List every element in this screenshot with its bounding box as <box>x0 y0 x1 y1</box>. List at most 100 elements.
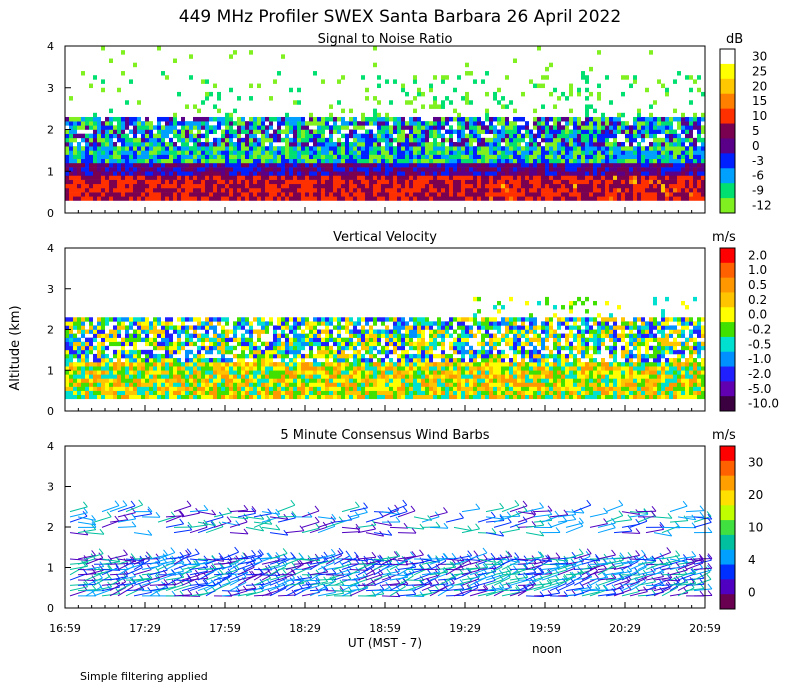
heatmap-cell <box>145 125 149 130</box>
heatmap-cell <box>697 125 701 130</box>
heatmap-cell <box>441 142 445 147</box>
heatmap-cell <box>229 187 233 193</box>
heatmap-cell <box>633 125 637 130</box>
heatmap-cell <box>601 187 605 193</box>
heatmap-cell <box>113 187 117 193</box>
heatmap-cell <box>81 341 85 347</box>
heatmap-cell <box>337 382 341 387</box>
heatmap-cell <box>641 137 645 143</box>
heatmap-cell <box>377 83 381 89</box>
heatmap-cell <box>193 370 197 375</box>
heatmap-cell <box>313 196 317 201</box>
heatmap-cell <box>281 317 285 322</box>
heatmap-cell <box>69 175 73 180</box>
heatmap-cell <box>249 329 253 334</box>
heatmap-cell <box>345 358 349 363</box>
heatmap-cell <box>201 386 205 391</box>
heatmap-cell <box>241 175 245 180</box>
heatmap-cell <box>453 146 457 151</box>
heatmap-cell <box>305 321 309 326</box>
velocity-image <box>65 296 705 400</box>
heatmap-cell <box>269 187 273 193</box>
heatmap-cell <box>409 382 413 387</box>
heatmap-cell <box>361 116 365 122</box>
heatmap-cell <box>85 162 89 168</box>
heatmap-cell <box>461 196 465 201</box>
heatmap-cell <box>573 183 577 189</box>
heatmap-cell <box>109 386 113 391</box>
heatmap-cell <box>677 192 681 197</box>
heatmap-cell <box>341 183 345 189</box>
heatmap-cell <box>293 341 297 347</box>
heatmap-cell <box>349 133 353 139</box>
heatmap-cell <box>169 158 173 164</box>
heatmap-cell <box>201 167 205 172</box>
heatmap-cell <box>385 121 389 126</box>
heatmap-cell <box>605 125 609 130</box>
heatmap-cell <box>173 142 177 147</box>
heatmap-cell <box>385 362 389 367</box>
heatmap-cell <box>333 317 337 322</box>
heatmap-cell <box>473 183 477 189</box>
heatmap-cell <box>293 378 297 383</box>
heatmap-cell <box>329 104 333 109</box>
heatmap-cell <box>209 337 213 343</box>
heatmap-cell <box>97 390 101 395</box>
heatmap-cell <box>185 349 189 355</box>
heatmap-cell <box>189 394 193 400</box>
heatmap-cell <box>633 175 637 180</box>
heatmap-cell <box>85 337 89 343</box>
heatmap-cell <box>69 353 73 359</box>
heatmap-cell <box>241 325 245 330</box>
heatmap-cell <box>317 142 321 147</box>
heatmap-cell <box>517 196 521 201</box>
heatmap-cell <box>361 137 365 143</box>
heatmap-cell <box>333 341 337 347</box>
heatmap-cell <box>693 154 697 160</box>
heatmap-cell <box>221 345 225 351</box>
heatmap-cell <box>169 167 173 172</box>
heatmap-cell <box>89 394 93 400</box>
heatmap-cell <box>601 125 605 130</box>
heatmap-cell <box>365 333 369 338</box>
heatmap-cell <box>137 121 141 126</box>
heatmap-cell <box>377 167 381 172</box>
heatmap-cell <box>241 337 245 343</box>
heatmap-cell <box>225 386 229 391</box>
heatmap-cell <box>237 125 241 130</box>
heatmap-cell <box>469 121 473 126</box>
heatmap-cell <box>77 353 81 359</box>
heatmap-cell <box>269 125 273 130</box>
heatmap-cell <box>89 175 93 180</box>
heatmap-cell <box>301 333 305 338</box>
heatmap-cell <box>405 158 409 164</box>
heatmap-cell <box>165 75 169 80</box>
heatmap-cell <box>269 358 273 363</box>
heatmap-cell <box>89 378 93 383</box>
heatmap-cell <box>381 366 385 371</box>
heatmap-cell <box>257 370 261 375</box>
heatmap-cell <box>417 345 421 351</box>
heatmap-cell <box>193 329 197 334</box>
heatmap-cell <box>205 337 209 343</box>
heatmap-cell <box>441 187 445 193</box>
heatmap-cell <box>197 133 201 139</box>
heatmap-cell <box>237 317 241 322</box>
heatmap-cell <box>165 129 169 134</box>
heatmap-cell <box>421 150 425 155</box>
heatmap-cell <box>417 142 421 147</box>
heatmap-cell <box>181 390 185 395</box>
heatmap-cell <box>413 125 417 130</box>
heatmap-cell <box>429 374 433 379</box>
heatmap-cell <box>429 175 433 180</box>
heatmap-cell <box>117 382 121 387</box>
heatmap-cell <box>293 358 297 363</box>
heatmap-cell <box>93 142 97 147</box>
heatmap-cell <box>425 146 429 151</box>
heatmap-cell <box>209 171 213 176</box>
heatmap-cell <box>577 133 581 139</box>
heatmap-cell <box>597 171 601 176</box>
heatmap-cell <box>285 154 289 160</box>
heatmap-cell <box>73 341 77 347</box>
heatmap-cell <box>165 378 169 383</box>
